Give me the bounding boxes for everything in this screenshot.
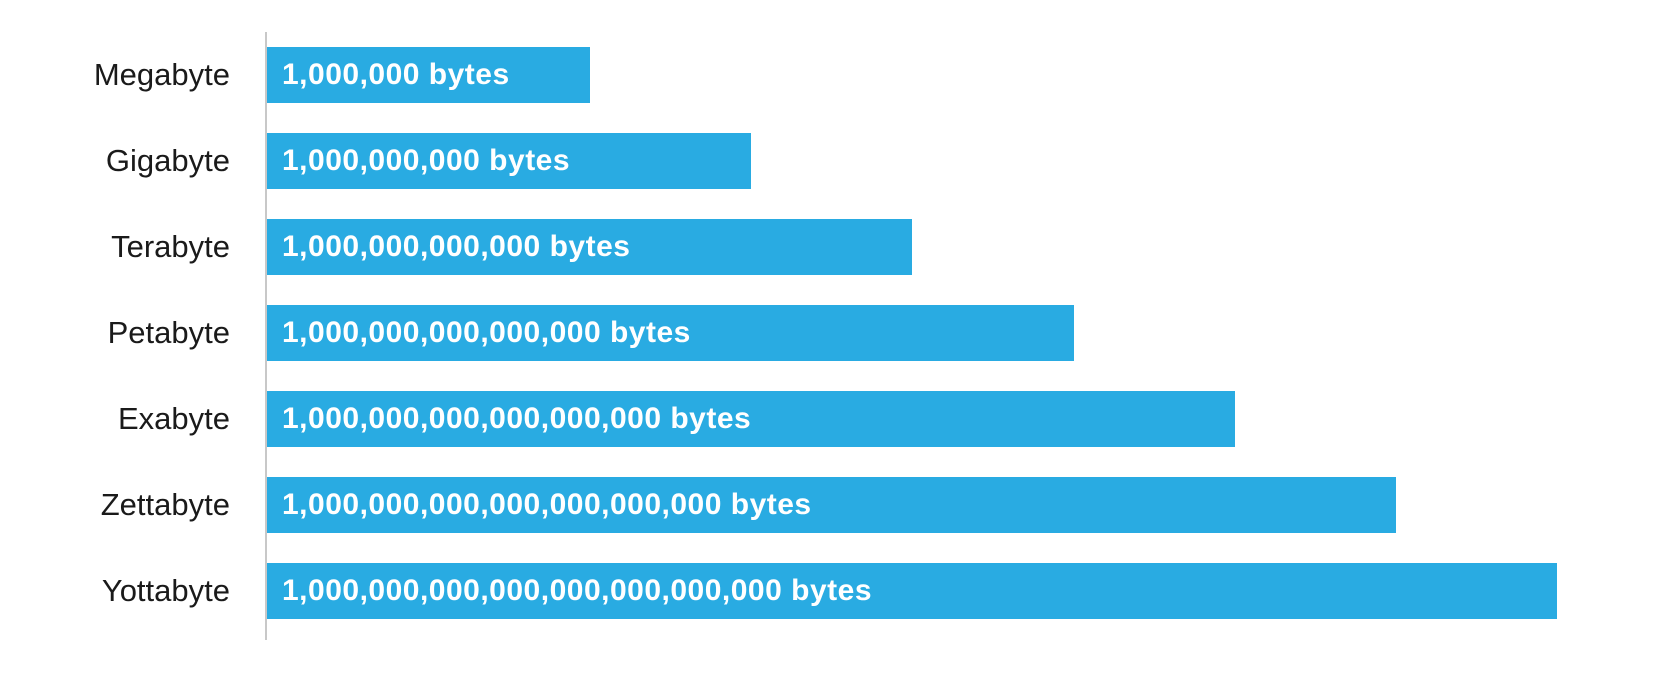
category-label: Terabyte	[111, 229, 230, 264]
bar-value-label: 1,000,000 bytes	[282, 58, 510, 91]
category-label: Zettabyte	[100, 487, 230, 522]
value-bar: 1,000,000,000,000,000,000 bytes	[267, 391, 1235, 447]
chart-row: Megabyte 1,000,000 bytes	[0, 47, 1656, 103]
chart-row: Yottabyte 1,000,000,000,000,000,000,000,0…	[0, 563, 1656, 619]
value-bar: 1,000,000,000,000,000,000,000,000 bytes	[267, 563, 1557, 619]
chart-row: Gigabyte 1,000,000,000 bytes	[0, 133, 1656, 189]
chart-row: Petabyte 1,000,000,000,000,000 bytes	[0, 305, 1656, 361]
value-bar: 1,000,000 bytes	[267, 47, 590, 103]
bar-value-label: 1,000,000,000 bytes	[282, 144, 571, 177]
bar-value-label: 1,000,000,000,000,000,000,000,000 bytes	[282, 574, 872, 607]
value-bar: 1,000,000,000,000,000 bytes	[267, 305, 1074, 361]
bar-value-label: 1,000,000,000,000,000,000,000 bytes	[282, 488, 812, 521]
category-label: Megabyte	[93, 57, 230, 92]
chart-row: Terabyte 1,000,000,000,000 bytes	[0, 219, 1656, 275]
value-bar: 1,000,000,000,000 bytes	[267, 219, 912, 275]
chart-row: Zettabyte 1,000,000,000,000,000,000,000 b…	[0, 477, 1656, 533]
chart-rows: Megabyte 1,000,000 bytes Gigabyte 1,000,000…	[0, 47, 1656, 619]
y-axis-line	[265, 32, 267, 640]
chart-row: Exabyte 1,000,000,000,000,000,000 bytes	[0, 391, 1656, 447]
bar-value-label: 1,000,000,000,000,000,000 bytes	[282, 402, 752, 435]
category-label: Petabyte	[107, 315, 230, 350]
bar-value-label: 1,000,000,000,000 bytes	[282, 230, 631, 263]
category-label: Exabyte	[117, 401, 230, 436]
category-label: Gigabyte	[105, 143, 230, 178]
category-label: Yottabyte	[101, 573, 230, 608]
bar-value-label: 1,000,000,000,000,000 bytes	[282, 316, 691, 349]
value-bar: 1,000,000,000 bytes	[267, 133, 751, 189]
value-bar: 1,000,000,000,000,000,000,000 bytes	[267, 477, 1396, 533]
